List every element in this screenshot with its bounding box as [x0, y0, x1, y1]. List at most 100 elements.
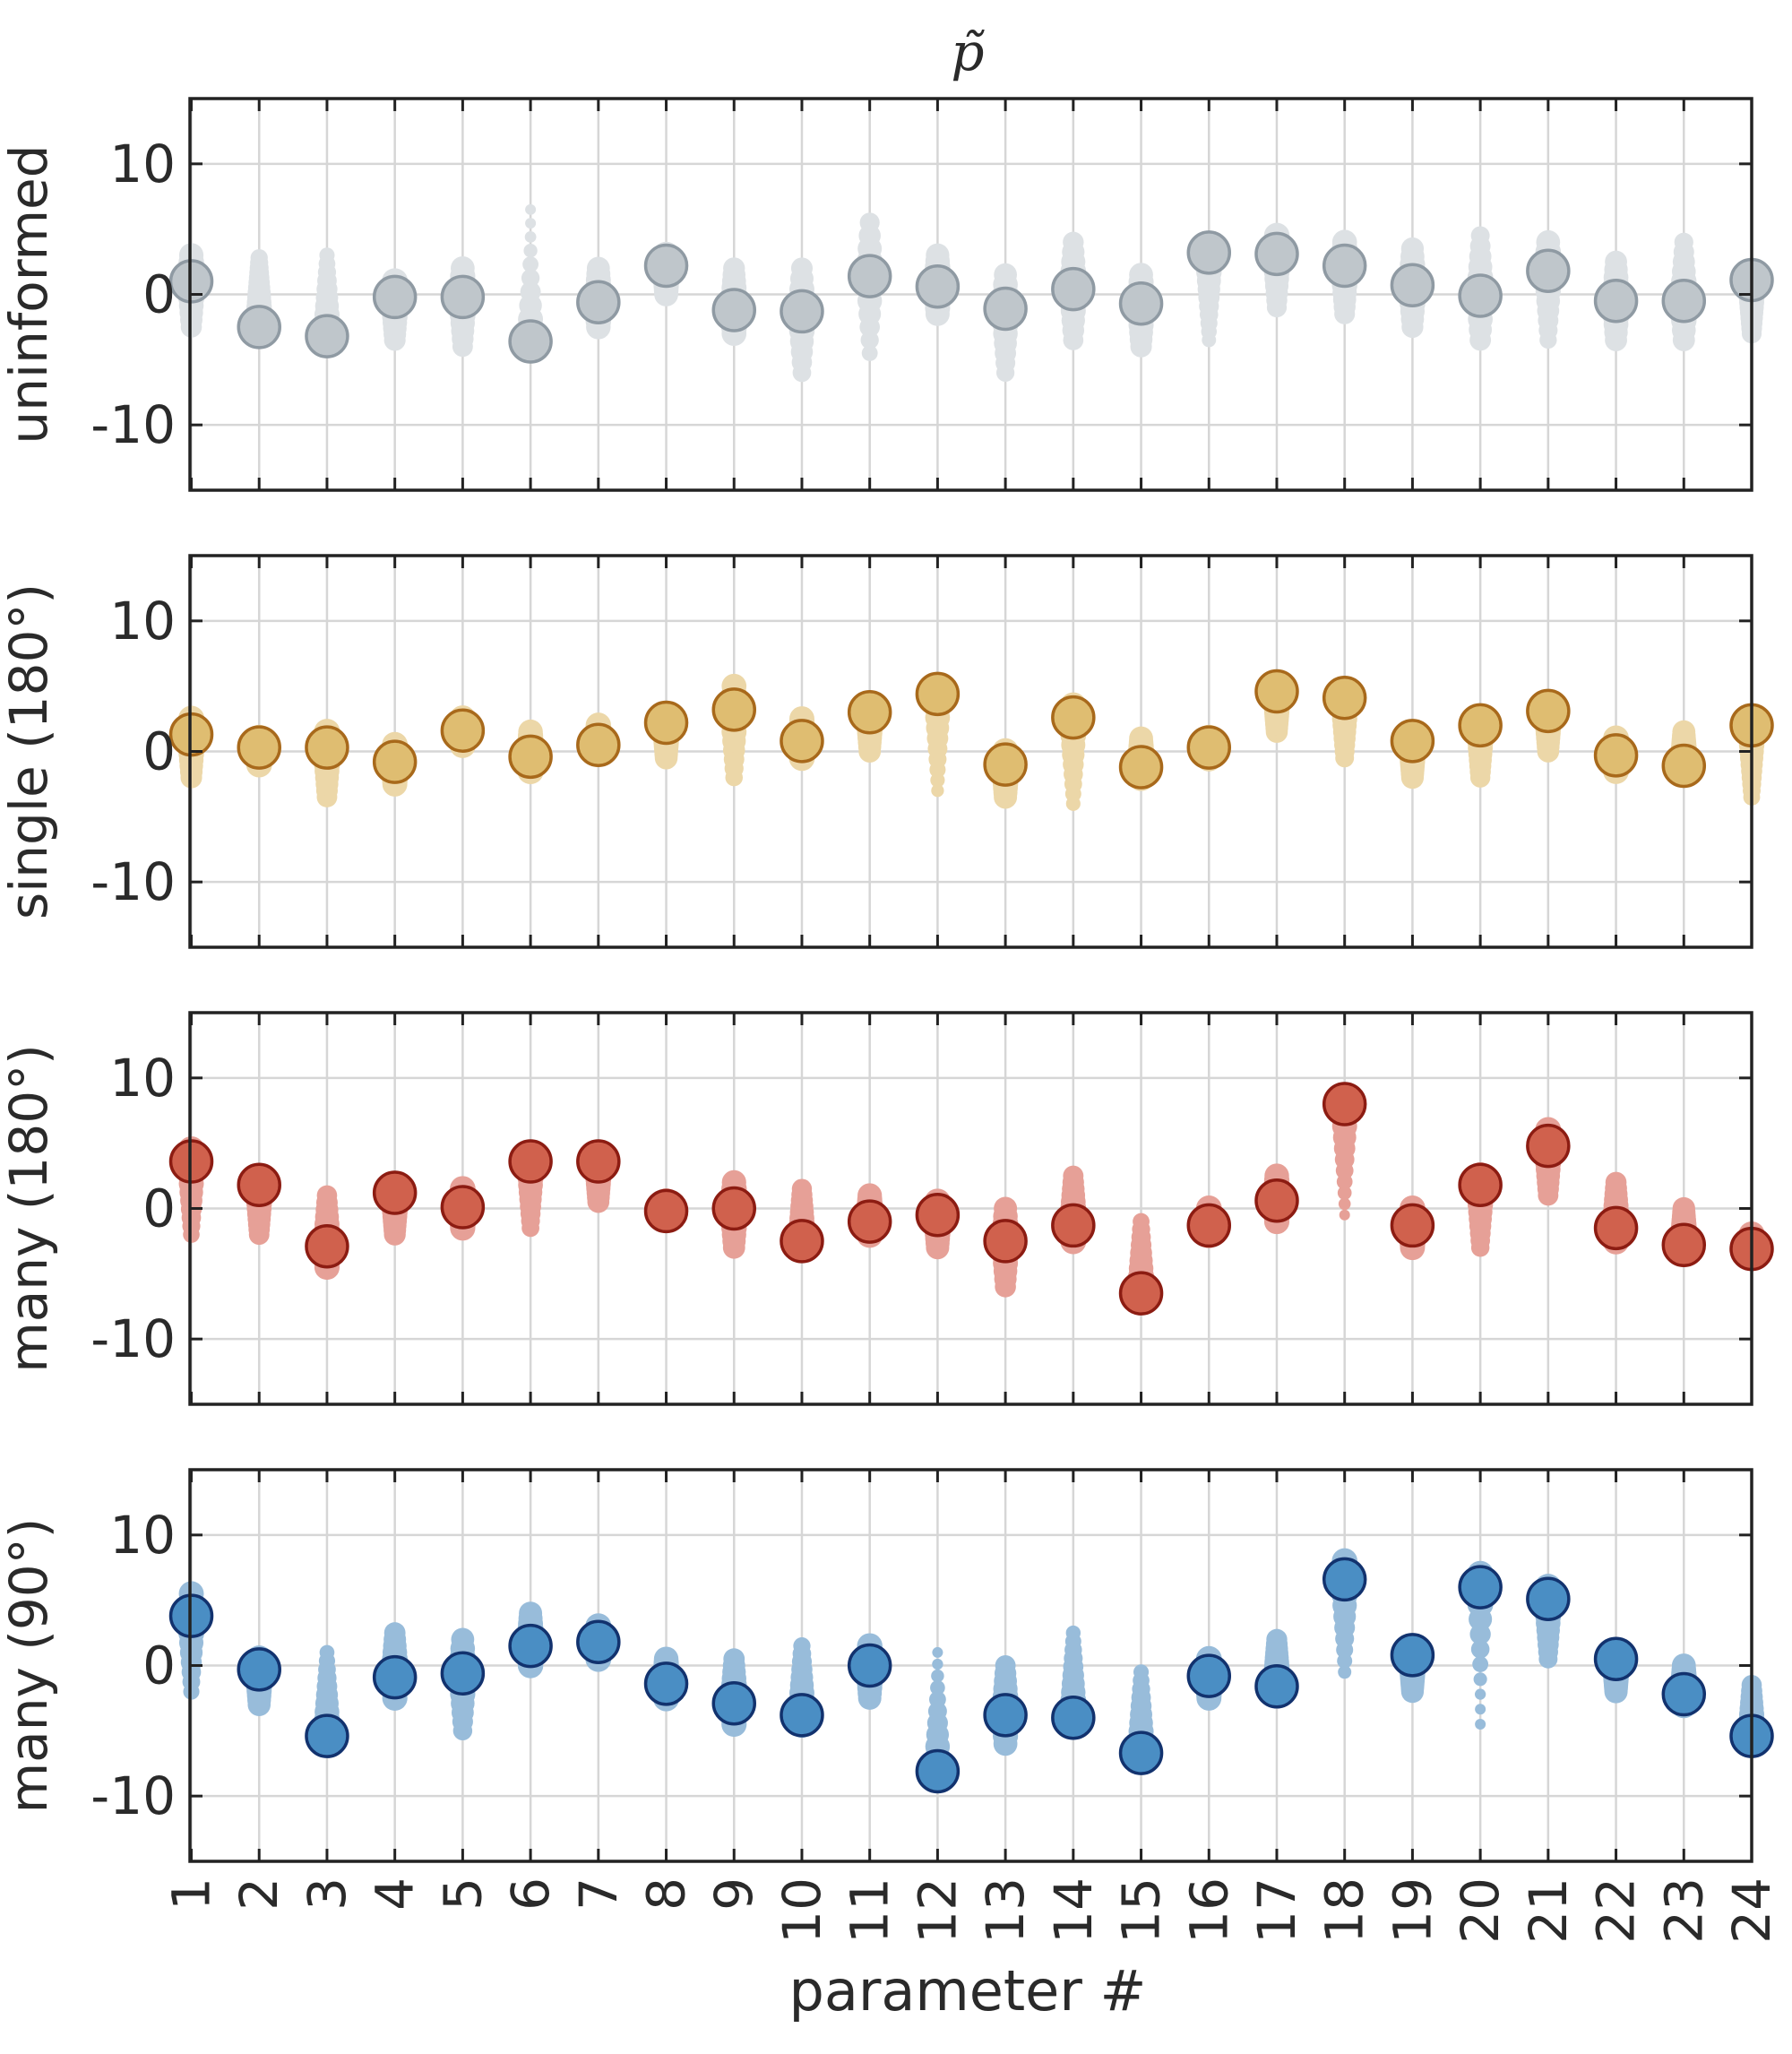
sample-dot	[1129, 726, 1153, 751]
x-axis-label: parameter #	[789, 1958, 1147, 2024]
sample-dot	[1672, 720, 1696, 744]
mean-marker	[1661, 743, 1707, 789]
mean-marker	[1322, 243, 1367, 289]
mean-marker	[847, 1199, 892, 1244]
sample-dot	[1475, 1719, 1486, 1730]
mean-marker	[1593, 279, 1639, 324]
y-tick-label: 0	[142, 1178, 176, 1239]
sample-dot	[520, 281, 541, 303]
mean-marker	[440, 708, 486, 753]
sample-dot	[790, 257, 814, 280]
sample-dot	[1605, 250, 1627, 273]
mean-marker	[1186, 1653, 1232, 1698]
y-tick-label: 0	[142, 1635, 176, 1696]
mean-marker	[305, 1713, 349, 1758]
sample-dot	[1338, 1197, 1351, 1211]
sample-dot	[586, 256, 610, 280]
sample-dot	[316, 1185, 338, 1206]
mean-marker	[1526, 1576, 1571, 1621]
x-tick-label: 19	[1382, 1877, 1443, 1944]
x-tick-label: 10	[771, 1877, 832, 1944]
mean-marker	[1390, 263, 1435, 308]
panel-1: -10 0 10 uninformed	[0, 97, 1774, 492]
mean-marker	[1186, 230, 1232, 275]
x-tick-label: 17	[1246, 1877, 1307, 1944]
sample-dot	[1470, 226, 1490, 246]
mean-marker	[1254, 1664, 1299, 1709]
sample-dot	[1337, 1186, 1352, 1200]
mean-marker	[1254, 669, 1299, 714]
mean-marker	[1390, 1633, 1435, 1678]
sample-dot	[1129, 263, 1153, 288]
mean-marker	[372, 1654, 418, 1700]
mean-marker	[780, 1219, 824, 1264]
mean-marker	[576, 722, 621, 767]
mean-marker	[305, 725, 349, 770]
x-tick-label: 24	[1721, 1877, 1782, 1944]
mean-marker	[508, 1139, 553, 1184]
sample-dot	[1338, 1665, 1352, 1679]
y-tick-label: 10	[109, 1048, 176, 1109]
sample-dot	[1065, 1625, 1081, 1641]
sample-dot	[723, 257, 745, 280]
sample-dot	[1474, 1688, 1486, 1700]
mean-marker	[237, 725, 281, 770]
mean-marker	[1186, 725, 1232, 770]
mean-marker	[440, 1185, 486, 1230]
sample-dot	[1063, 1165, 1084, 1187]
sample-dot	[931, 784, 944, 798]
mean-marker	[305, 1223, 349, 1269]
y-axis-label: many (180°)	[0, 1044, 59, 1373]
mean-marker	[1118, 1730, 1164, 1775]
mean-marker	[847, 1643, 892, 1688]
sample-dot	[1475, 1704, 1486, 1715]
mean-marker	[983, 742, 1028, 787]
mean-marker	[1593, 733, 1639, 778]
mean-marker	[372, 274, 418, 320]
mean-marker	[237, 1162, 281, 1208]
sample-dot	[451, 1627, 475, 1652]
mean-marker	[915, 1193, 961, 1238]
x-tick-label: 20	[1450, 1877, 1511, 1944]
sample-dot	[723, 1648, 745, 1670]
sample-dot	[524, 231, 537, 243]
sample-dot	[1400, 237, 1425, 261]
sample-dot	[793, 1637, 811, 1655]
sample-dot	[928, 1690, 946, 1708]
mean-marker	[576, 1619, 621, 1665]
sample-dot	[1672, 1196, 1695, 1221]
sample-dot	[1339, 1209, 1350, 1221]
x-tick-label: 13	[975, 1877, 1036, 1944]
mean-marker	[711, 1680, 756, 1726]
sample-dot	[522, 256, 539, 272]
mean-marker	[1593, 1205, 1639, 1251]
y-tick-label: 0	[142, 721, 176, 782]
panel-2: -10 0 10 single (180°)	[0, 554, 1774, 949]
x-tick-label: 3	[297, 1877, 358, 1911]
mean-marker	[1526, 1123, 1571, 1169]
mean-marker	[780, 719, 824, 764]
sample-dot	[383, 1622, 406, 1644]
mean-marker	[372, 1170, 418, 1215]
mean-marker	[780, 1693, 824, 1738]
sample-dot	[927, 1702, 947, 1721]
x-tick-label: 4	[365, 1877, 426, 1911]
y-tick-label: 0	[142, 264, 176, 325]
mean-marker	[847, 690, 892, 735]
x-tick-label: 2	[228, 1877, 289, 1911]
mean-marker	[1051, 695, 1096, 740]
mean-marker	[1593, 1636, 1639, 1681]
sample-dot	[1674, 232, 1693, 252]
sample-dot	[1470, 1639, 1490, 1659]
x-tick-label: 23	[1653, 1877, 1714, 1944]
x-tick-label: 7	[568, 1877, 629, 1911]
sample-dot	[250, 249, 268, 267]
sample-dot	[525, 203, 537, 215]
x-tick-label: 16	[1178, 1877, 1239, 1944]
y-tick-label: -10	[90, 1308, 176, 1369]
y-tick-label: -10	[90, 394, 176, 455]
sample-dot	[1671, 1653, 1696, 1678]
mean-marker	[1118, 1271, 1164, 1316]
mean-marker	[1254, 231, 1299, 277]
